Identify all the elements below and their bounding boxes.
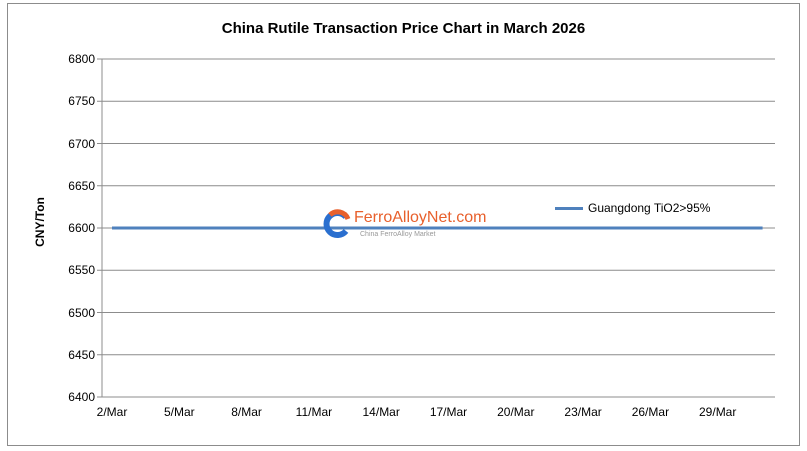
y-tick-label: 6500 bbox=[68, 305, 95, 320]
ferroalloynet-logo-icon bbox=[323, 209, 351, 238]
legend: Guangdong TiO2>95% bbox=[555, 201, 710, 215]
chart-frame bbox=[7, 3, 800, 446]
x-tick-label: 17/Mar bbox=[429, 405, 468, 419]
y-tick-label: 6700 bbox=[68, 136, 95, 151]
x-tick-label: 26/Mar bbox=[631, 405, 670, 419]
y-tick-label: 6750 bbox=[68, 94, 95, 109]
y-tick-label: 6800 bbox=[68, 52, 95, 66]
watermark: FerroAlloyNet.com China FerroAlloy Marke… bbox=[322, 207, 492, 243]
x-tick-label: 5/Mar bbox=[163, 405, 195, 419]
x-tick-label: 29/Mar bbox=[699, 405, 737, 419]
legend-swatch bbox=[555, 206, 583, 210]
y-tick-label: 6550 bbox=[68, 263, 95, 278]
x-tick-label: 2/Mar bbox=[96, 405, 128, 419]
y-tick-label: 6600 bbox=[68, 221, 95, 235]
y-tick-label: 6450 bbox=[68, 347, 95, 362]
chart-title: China Rutile Transaction Price Chart in … bbox=[221, 20, 586, 37]
x-tick-label: 20/Mar bbox=[497, 405, 535, 419]
y-tick-label: 6400 bbox=[68, 390, 95, 404]
y-tick-label: 6650 bbox=[68, 178, 95, 193]
watermark-brand: FerroAlloyNet.com bbox=[354, 209, 487, 226]
x-tick-label: 8/Mar bbox=[231, 405, 262, 419]
x-tick-label: 11/Mar bbox=[295, 405, 333, 419]
watermark-subtitle: China FerroAlloy Market bbox=[360, 231, 436, 238]
x-tick-label: 14/Mar bbox=[362, 405, 400, 419]
x-tick-label: 23/Mar bbox=[564, 405, 602, 419]
legend-label: Guangdong TiO2>95% bbox=[588, 201, 711, 215]
